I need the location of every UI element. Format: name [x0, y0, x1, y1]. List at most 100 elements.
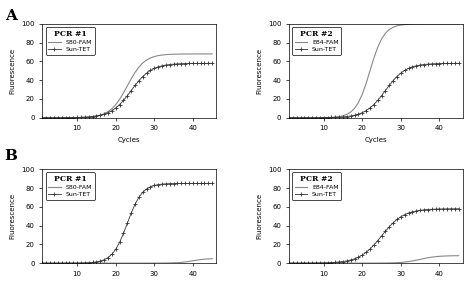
- Sun-TET: [302, 116, 307, 120]
- S80-FAM: [109, 261, 115, 265]
- Sun-TET: [59, 116, 65, 120]
- Sun-TET: [332, 260, 338, 264]
- Sun-TET: [82, 115, 88, 119]
- E84-FAM: [410, 259, 415, 263]
- X-axis label: Cycles: Cycles: [118, 137, 141, 143]
- E84-FAM: [383, 261, 388, 265]
- S80-FAM: [163, 53, 169, 57]
- E84-FAM: [390, 25, 396, 29]
- S80-FAM: [117, 261, 122, 265]
- S80-FAM: [82, 115, 88, 119]
- Sun-TET: [175, 182, 180, 185]
- E84-FAM: [417, 22, 423, 26]
- E84-FAM: [379, 37, 384, 41]
- E84-FAM: [452, 254, 458, 257]
- S80-FAM: [125, 261, 130, 265]
- Sun-TET: [329, 261, 334, 264]
- Sun-TET: [413, 64, 419, 68]
- E84-FAM: [332, 115, 338, 119]
- S80-FAM: [113, 261, 118, 265]
- Sun-TET: [348, 258, 354, 262]
- Sun-TET: [305, 116, 311, 120]
- E84-FAM: [425, 22, 430, 26]
- Sun-TET: [417, 208, 423, 212]
- E84-FAM: [302, 116, 307, 120]
- E84-FAM: [352, 106, 357, 110]
- Sun-TET: [148, 68, 153, 72]
- S80-FAM: [205, 257, 211, 261]
- Sun-TET: [186, 181, 192, 185]
- Text: A: A: [5, 9, 17, 23]
- S80-FAM: [86, 261, 92, 265]
- S80-FAM: [63, 261, 68, 265]
- Sun-TET: [148, 185, 153, 189]
- Text: B: B: [5, 150, 18, 164]
- S80-FAM: [125, 84, 130, 88]
- S80-FAM: [194, 52, 200, 56]
- E84-FAM: [363, 82, 369, 85]
- Sun-TET: [375, 239, 380, 242]
- S80-FAM: [43, 116, 49, 120]
- S80-FAM: [78, 261, 84, 265]
- E84-FAM: [375, 261, 380, 265]
- Sun-TET: [363, 109, 369, 112]
- Sun-TET: [105, 111, 111, 115]
- Sun-TET: [286, 116, 292, 120]
- E84-FAM: [363, 261, 369, 265]
- S80-FAM: [175, 261, 180, 264]
- Sun-TET: [171, 62, 177, 66]
- Sun-TET: [452, 62, 458, 65]
- E84-FAM: [348, 110, 354, 114]
- S80-FAM: [182, 52, 188, 56]
- E84-FAM: [437, 254, 442, 258]
- E84-FAM: [305, 116, 311, 120]
- S80-FAM: [47, 261, 53, 265]
- E84-FAM: [387, 261, 392, 265]
- Sun-TET: [51, 261, 57, 265]
- Sun-TET: [456, 62, 462, 65]
- Sun-TET: [47, 261, 53, 265]
- Sun-TET: [152, 184, 157, 187]
- Sun-TET: [421, 208, 427, 212]
- Sun-TET: [59, 261, 65, 265]
- Sun-TET: [202, 62, 207, 65]
- Sun-TET: [313, 261, 319, 265]
- E84-FAM: [325, 116, 330, 119]
- Sun-TET: [113, 106, 118, 110]
- S80-FAM: [78, 116, 84, 119]
- Sun-TET: [417, 63, 423, 67]
- E84-FAM: [344, 261, 350, 265]
- E84-FAM: [379, 261, 384, 265]
- Sun-TET: [202, 181, 207, 185]
- Sun-TET: [198, 62, 203, 65]
- Sun-TET: [167, 182, 173, 185]
- E84-FAM: [448, 22, 454, 26]
- Sun-TET: [383, 229, 388, 233]
- E84-FAM: [360, 92, 365, 96]
- Line: E84-FAM: E84-FAM: [289, 256, 459, 263]
- Sun-TET: [290, 261, 295, 265]
- Sun-TET: [78, 261, 84, 265]
- S80-FAM: [63, 116, 68, 120]
- Sun-TET: [390, 79, 396, 83]
- S80-FAM: [159, 261, 165, 265]
- S80-FAM: [167, 261, 173, 265]
- Sun-TET: [309, 116, 315, 120]
- Y-axis label: Fluorescence: Fluorescence: [10, 193, 16, 239]
- Sun-TET: [75, 116, 80, 119]
- E84-FAM: [336, 261, 342, 265]
- S80-FAM: [163, 261, 169, 265]
- Sun-TET: [190, 62, 196, 65]
- Sun-TET: [117, 240, 122, 244]
- X-axis label: Cycles: Cycles: [364, 137, 387, 143]
- Sun-TET: [332, 115, 338, 119]
- S80-FAM: [198, 52, 203, 56]
- Sun-TET: [159, 64, 165, 68]
- E84-FAM: [329, 261, 334, 265]
- Sun-TET: [348, 114, 354, 118]
- Sun-TET: [375, 99, 380, 102]
- S80-FAM: [117, 97, 122, 101]
- S80-FAM: [132, 261, 138, 265]
- Sun-TET: [198, 181, 203, 185]
- E84-FAM: [417, 257, 423, 261]
